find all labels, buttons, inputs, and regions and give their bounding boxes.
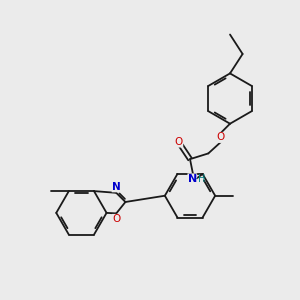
Text: O: O [112, 214, 120, 224]
Text: O: O [175, 137, 183, 147]
Text: N: N [188, 174, 197, 184]
Text: N: N [112, 182, 121, 192]
Text: ·H: ·H [195, 174, 206, 184]
Text: O: O [217, 132, 225, 142]
